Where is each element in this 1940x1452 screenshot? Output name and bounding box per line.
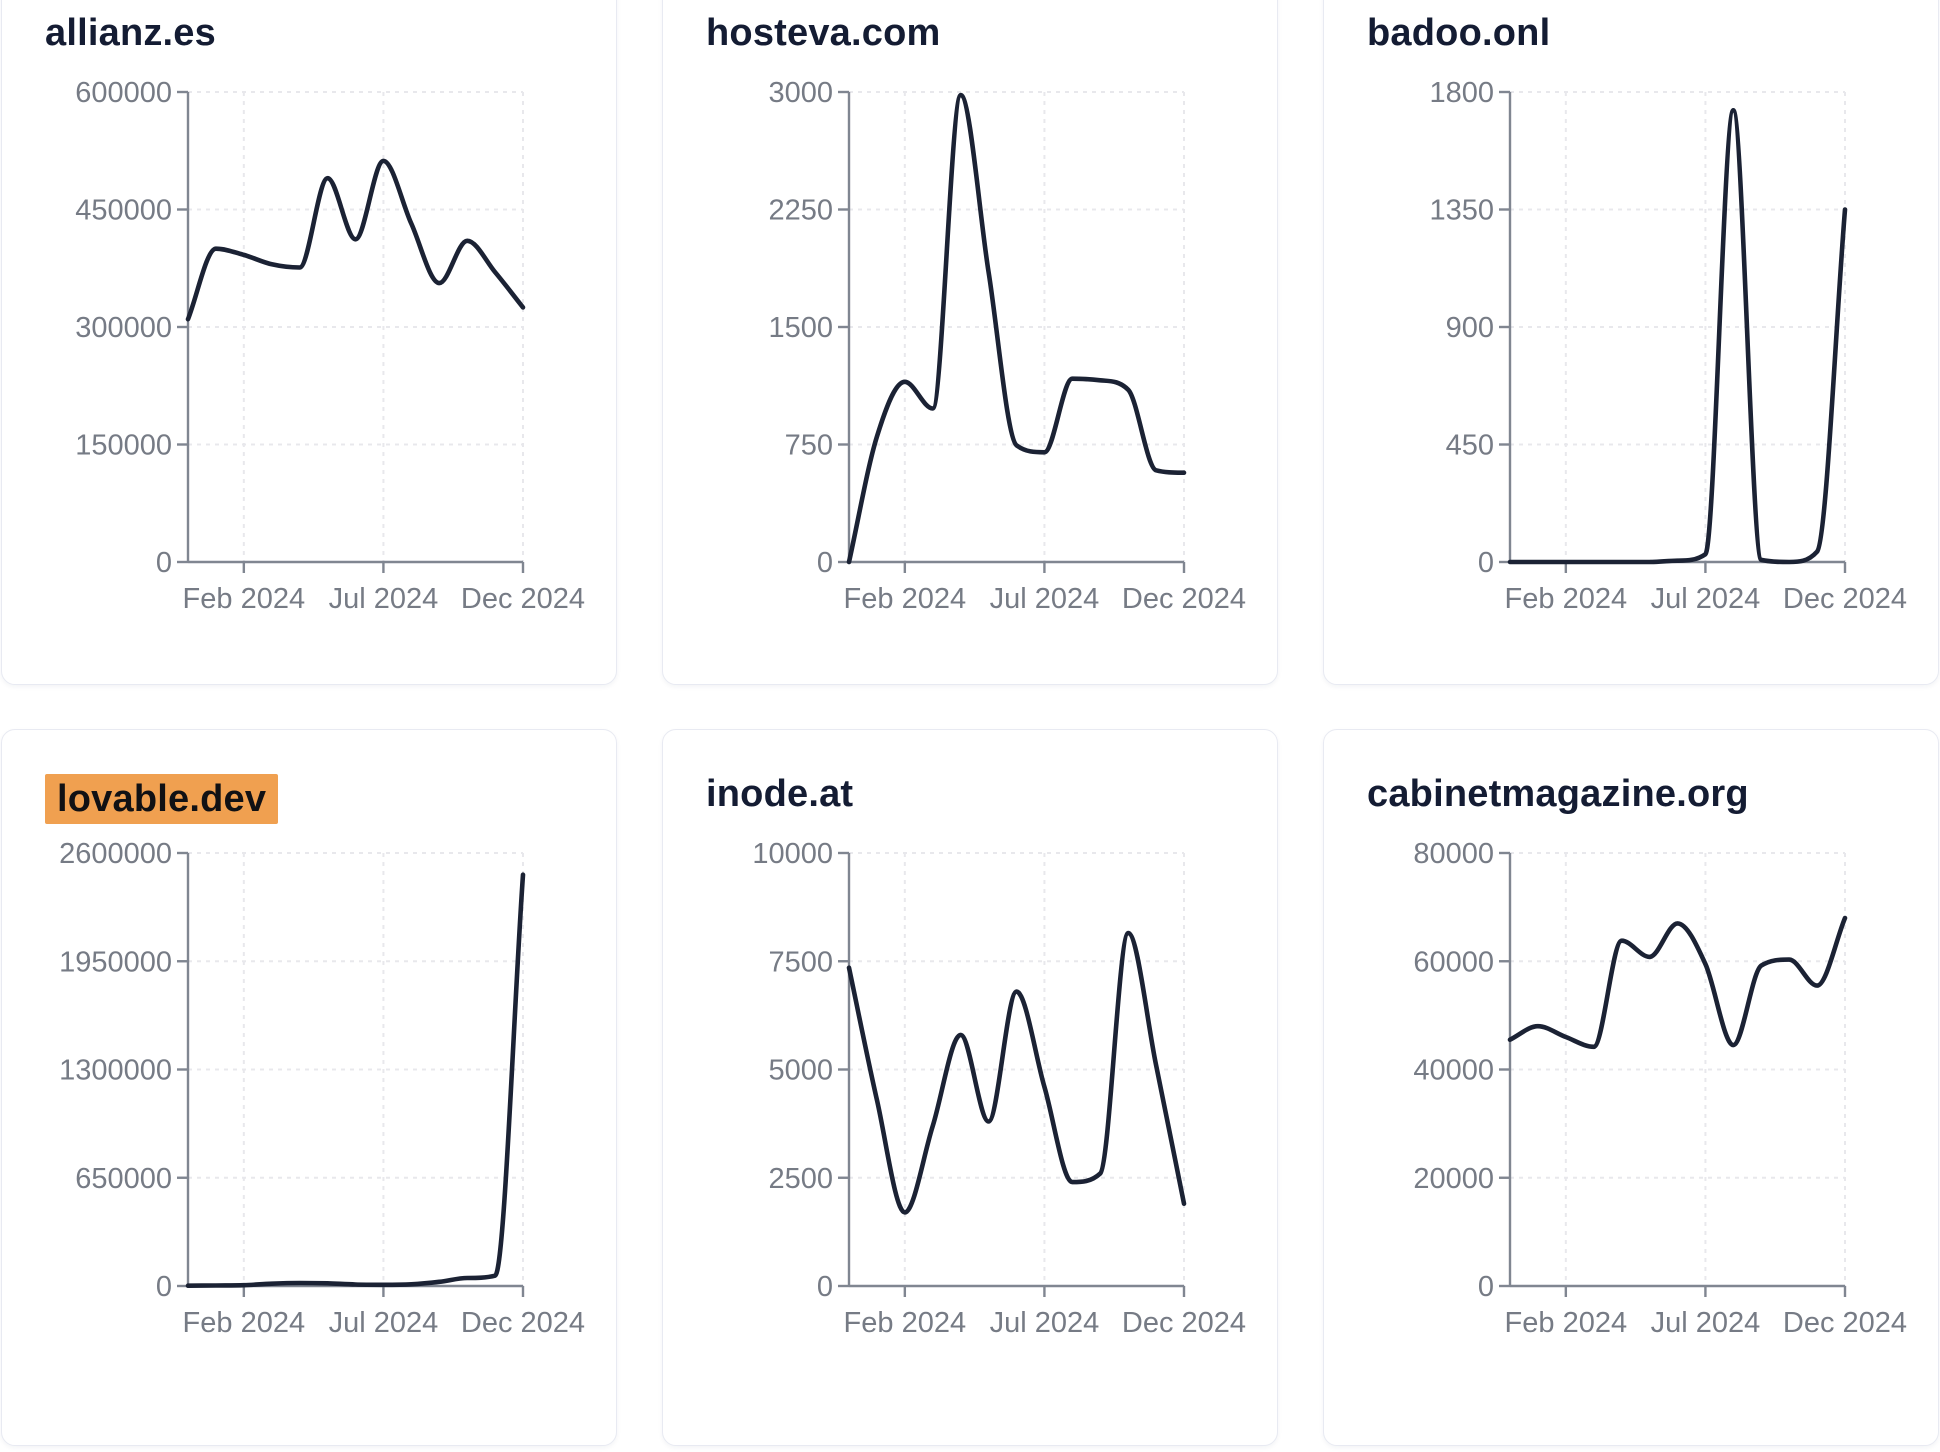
y-tick-label: 3000 [768, 77, 833, 109]
card-title: badoo.onl [1367, 12, 1551, 54]
y-tick-label: 60000 [1413, 946, 1494, 978]
x-tick-label: Dec 2024 [1122, 1307, 1246, 1339]
line-chart: 0 650000 1300000 1950000 2600000 Feb 2024 Jul … [2, 833, 618, 1355]
gridlines [849, 852, 1185, 1286]
y-tick-label: 1300000 [59, 1055, 172, 1087]
domain-card-hosteva: hosteva.com 0 750 1500 2250 3000 Feb 2024 Jul … [662, 0, 1278, 685]
y-tick-label: 1950000 [59, 946, 172, 978]
line-chart-svg: 0 2500 5000 7500 10000 Feb 2024 Jul 2024 Dec 20… [752, 838, 1246, 1339]
x-tick-label: Dec 2024 [1783, 1307, 1907, 1339]
y-tick-label: 0 [817, 1271, 833, 1303]
x-tick-label: Feb 2024 [183, 583, 306, 615]
y-tick-label: 0 [156, 1271, 172, 1303]
x-tick-label: Dec 2024 [1783, 583, 1907, 615]
line-chart: 0 750 1500 2250 3000 Feb 2024 Jul 2024 Dec 2024 [663, 72, 1279, 631]
x-tick-label: Jul 2024 [990, 1307, 1100, 1339]
y-tick-label: 2250 [768, 195, 833, 227]
series-line [1507, 915, 1848, 1050]
y-tick-label: 2500 [768, 1163, 833, 1195]
y-tick-label: 0 [1478, 547, 1494, 579]
line-chart-svg: 0 150000 300000 450000 600000 Feb 2024 Jul 202… [75, 77, 585, 615]
axes: 0 750 1500 2250 3000 Feb 2024 Jul 2024 Dec 2024 [768, 77, 1246, 615]
line-chart: 0 450 900 1350 1800 Feb 2024 Jul 2024 Dec 2024 [1324, 72, 1940, 631]
y-tick-label: 80000 [1413, 838, 1494, 870]
x-tick-label: Feb 2024 [844, 1307, 967, 1339]
line-chart: 0 2500 5000 7500 10000 Feb 2024 Jul 2024 Dec 20… [663, 833, 1279, 1355]
card-title: hosteva.com [706, 12, 941, 54]
axes: 0 450 900 1350 1800 Feb 2024 Jul 2024 Dec 2024 [1429, 77, 1907, 615]
domain-card-lovable: lovable.dev 0 650000 1300000 1950000 2600000… [1, 729, 617, 1446]
x-tick-label: Jul 2024 [1651, 1307, 1761, 1339]
domain-card-allianz: allianz.es 0 150000 300000 450000 600000 Feb … [1, 0, 617, 685]
series-line [846, 930, 1187, 1215]
gridlines [849, 91, 1185, 562]
axes: 0 2500 5000 7500 10000 Feb 2024 Jul 2024 Dec 20… [752, 838, 1246, 1339]
series-line [185, 158, 526, 322]
x-tick-label: Dec 2024 [461, 1307, 585, 1339]
x-tick-label: Feb 2024 [844, 583, 967, 615]
card-title: cabinetmagazine.org [1367, 773, 1749, 815]
y-tick-label: 7500 [768, 946, 833, 978]
axes: 0 650000 1300000 1950000 2600000 Feb 2024 Jul … [59, 838, 585, 1339]
y-tick-label: 10000 [752, 838, 833, 870]
y-tick-label: 150000 [75, 430, 172, 462]
x-tick-label: Jul 2024 [990, 583, 1100, 615]
y-tick-label: 20000 [1413, 1163, 1494, 1195]
y-tick-label: 1800 [1429, 77, 1494, 109]
series-line [185, 872, 526, 1288]
y-tick-label: 600000 [75, 77, 172, 109]
line-chart: 0 20000 40000 60000 80000 Feb 2024 Jul 2024 Dec… [1324, 833, 1940, 1355]
domain-card-inode: inode.at 0 2500 5000 7500 10000 Feb 2024 Jul 2… [662, 729, 1278, 1446]
series-line [846, 92, 1187, 565]
card-title-highlighted: lovable.dev [45, 774, 279, 824]
y-tick-label: 650000 [75, 1163, 172, 1195]
y-tick-label: 450000 [75, 195, 172, 227]
domain-card-cabinetmagazine: cabinetmagazine.org 0 20000 40000 60000 8000… [1323, 729, 1939, 1446]
series-line [1507, 108, 1848, 565]
x-tick-label: Feb 2024 [1505, 1307, 1628, 1339]
x-tick-label: Feb 2024 [1505, 583, 1628, 615]
gridlines [188, 852, 524, 1286]
x-tick-label: Feb 2024 [183, 1307, 306, 1339]
y-tick-label: 40000 [1413, 1055, 1494, 1087]
y-tick-label: 0 [817, 547, 833, 579]
y-tick-label: 5000 [768, 1055, 833, 1087]
y-tick-label: 2600000 [59, 838, 172, 870]
card-title: allianz.es [45, 12, 216, 54]
x-tick-label: Jul 2024 [1651, 583, 1761, 615]
gridlines [1510, 852, 1846, 1286]
line-chart: 0 150000 300000 450000 600000 Feb 2024 Jul 202… [2, 72, 618, 631]
y-tick-label: 0 [156, 547, 172, 579]
x-tick-label: Jul 2024 [329, 1307, 439, 1339]
domain-card-badoo: badoo.onl 0 450 900 1350 1800 Feb 2024 Jul 202… [1323, 0, 1939, 685]
line-chart-svg: 0 450 900 1350 1800 Feb 2024 Jul 2024 Dec 2024 [1429, 77, 1907, 615]
gridlines [1510, 91, 1846, 562]
y-tick-label: 1350 [1429, 195, 1494, 227]
y-tick-label: 450 [1446, 430, 1494, 462]
y-tick-label: 1500 [768, 312, 833, 344]
y-tick-label: 900 [1446, 312, 1494, 344]
card-title: inode.at [706, 773, 854, 815]
line-chart-svg: 0 20000 40000 60000 80000 Feb 2024 Jul 2024 Dec… [1413, 838, 1907, 1339]
x-tick-label: Dec 2024 [461, 583, 585, 615]
axes: 0 150000 300000 450000 600000 Feb 2024 Jul 202… [75, 77, 585, 615]
y-tick-label: 0 [1478, 1271, 1494, 1303]
y-tick-label: 750 [785, 430, 833, 462]
line-chart-svg: 0 650000 1300000 1950000 2600000 Feb 2024 Jul … [59, 838, 585, 1339]
gridlines [188, 91, 524, 562]
y-tick-label: 300000 [75, 312, 172, 344]
axes: 0 20000 40000 60000 80000 Feb 2024 Jul 2024 Dec… [1413, 838, 1907, 1339]
line-chart-svg: 0 750 1500 2250 3000 Feb 2024 Jul 2024 Dec 2024 [768, 77, 1246, 615]
x-tick-label: Jul 2024 [329, 583, 439, 615]
x-tick-label: Dec 2024 [1122, 583, 1246, 615]
